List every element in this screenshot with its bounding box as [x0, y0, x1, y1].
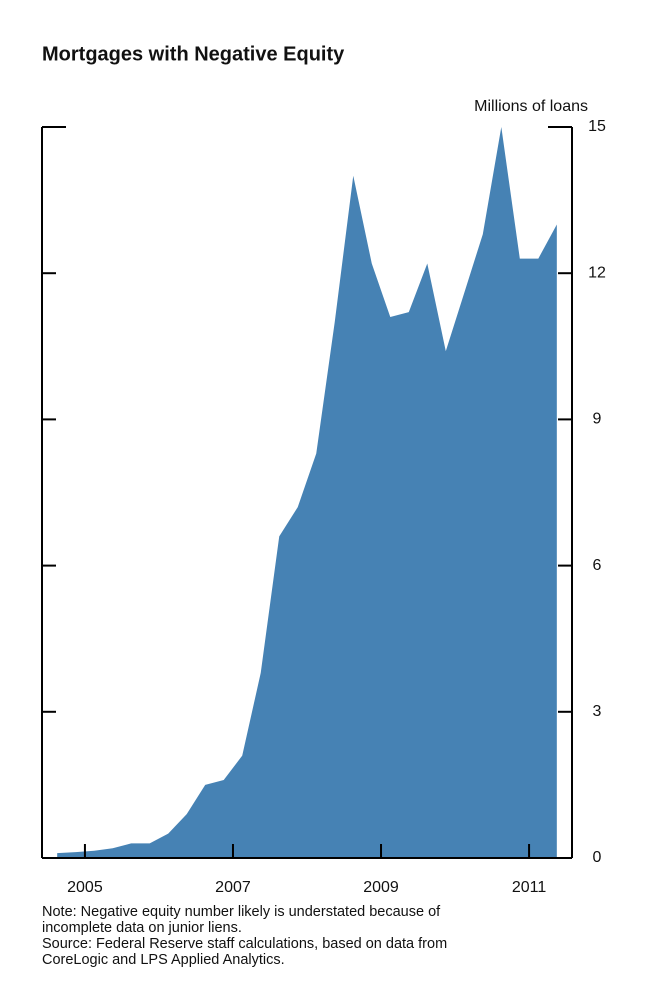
- note: CoreLogic and LPS Applied Analytics.: [42, 952, 285, 968]
- y-tick-label: 3: [593, 703, 602, 720]
- area: [57, 127, 557, 858]
- y-tick-label: 0: [593, 849, 602, 866]
- y-tick-label: 6: [593, 557, 602, 574]
- note: Note: Negative equity number likely is u…: [42, 904, 441, 920]
- note: incomplete data on junior liens.: [42, 920, 242, 936]
- note: Source: Federal Reserve staff calculatio…: [42, 936, 447, 952]
- chart-title: Mortgages with Negative Equity: [42, 43, 345, 65]
- y-tick-label: 9: [593, 411, 602, 428]
- x-tick-label: 2009: [363, 879, 399, 896]
- y-tick-label: 15: [588, 118, 606, 135]
- x-tick-label: 2005: [67, 879, 103, 896]
- x-tick-label: 2011: [512, 879, 547, 896]
- y-tick-label: 12: [588, 264, 606, 281]
- x-tick-label: 2007: [215, 879, 251, 896]
- y-axis-label: Millions of loans: [474, 98, 588, 115]
